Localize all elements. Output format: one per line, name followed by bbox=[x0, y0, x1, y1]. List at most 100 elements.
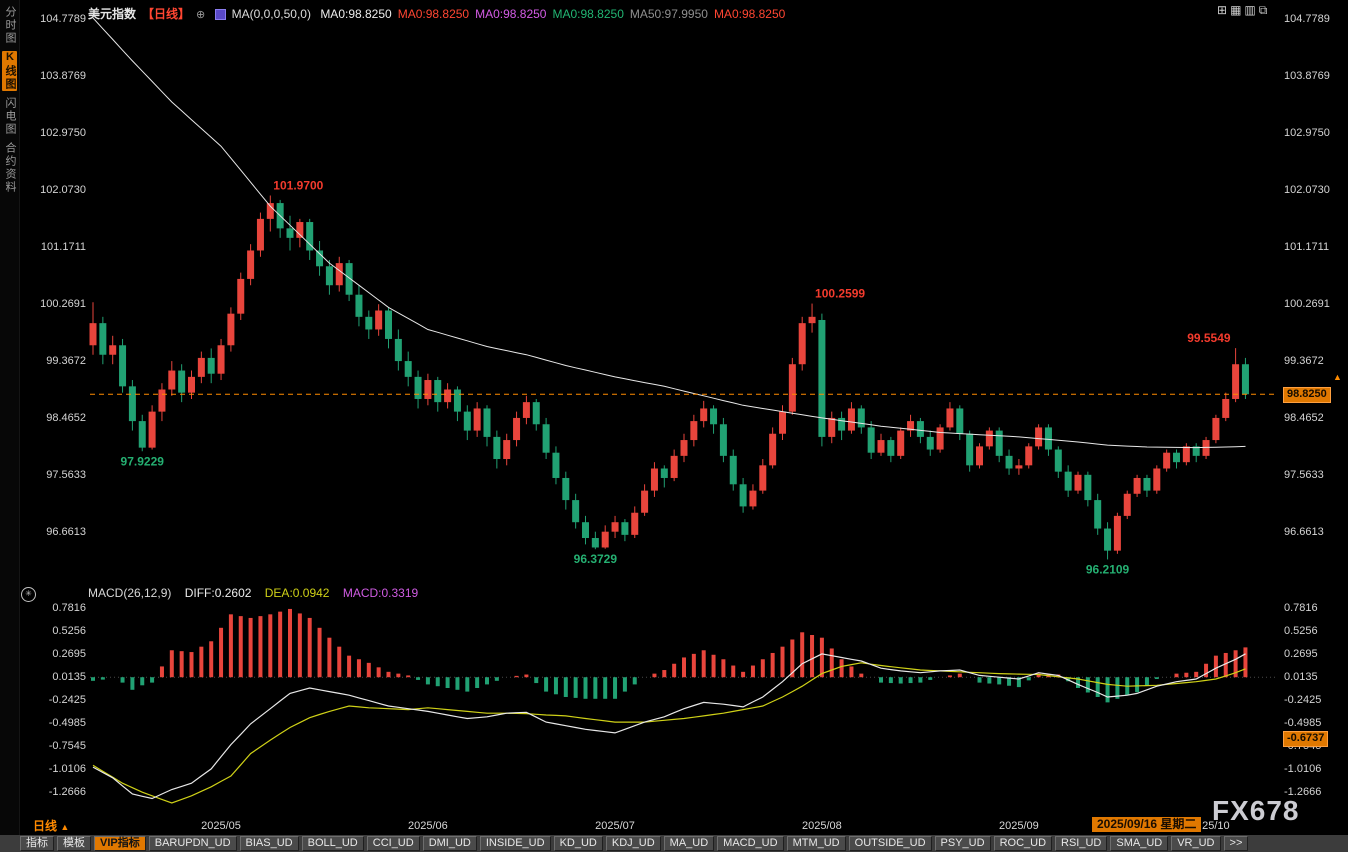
price-annotation: 96.3729 bbox=[574, 552, 618, 566]
macd-axis-label-right: 0.2695 bbox=[1284, 648, 1318, 660]
tab-boll[interactable]: BOLL_UD bbox=[301, 836, 364, 851]
macd-axis-label-left: 0.2695 bbox=[52, 648, 86, 660]
price-axis-label-right: 99.3672 bbox=[1284, 355, 1324, 367]
chart-header: 美元指数 【日线】 ⊕ MA(0,0,0,50,0) MA0:98.8250 MA0:… bbox=[88, 5, 797, 22]
tab-cci[interactable]: CCI_UD bbox=[366, 836, 420, 851]
macd-axis-label-left: -0.4985 bbox=[49, 717, 86, 729]
layout-cascade-icon[interactable]: ⧉ bbox=[1258, 3, 1268, 17]
price-axis-label-right: 101.1711 bbox=[1284, 241, 1329, 253]
price-annotation: 100.2599 bbox=[815, 287, 865, 301]
sidebar: 分时图 K线图闪电图合约资料 bbox=[0, 0, 20, 852]
price-axis-label-left: 102.0730 bbox=[40, 184, 86, 196]
date-axis-label: 2025/05 bbox=[201, 820, 241, 832]
macd-title: MACD(26,12,9) bbox=[88, 586, 172, 600]
tab-bias[interactable]: BIAS_UD bbox=[239, 836, 299, 851]
tab-vr[interactable]: VR_UD bbox=[1171, 836, 1221, 851]
macd-axis-label-right: 0.0135 bbox=[1284, 671, 1318, 683]
settings-glyph: ✳ bbox=[25, 589, 32, 598]
last-price-badge: 98.8250 bbox=[1283, 387, 1331, 404]
tab-macd[interactable]: MACD_UD bbox=[717, 836, 784, 851]
price-axis-label-right: 98.4652 bbox=[1284, 412, 1324, 424]
macd-axis-label-left: -1.2666 bbox=[49, 786, 86, 798]
price-annotation: 97.9229 bbox=[121, 454, 165, 468]
candlestick-series[interactable] bbox=[89, 195, 1249, 560]
dea-line bbox=[92, 662, 1246, 804]
price-annotation: 96.2109 bbox=[1086, 562, 1130, 576]
price-axis-label-left: 101.1711 bbox=[41, 241, 86, 253]
price-axis-label-left: 96.6613 bbox=[46, 526, 86, 538]
price-axis-label-right: 96.6613 bbox=[1284, 526, 1324, 538]
ma-value-label: MA0:98.8250 bbox=[320, 7, 392, 21]
tab-templates[interactable]: 模板 bbox=[57, 836, 91, 851]
tab-inside[interactable]: INSIDE_UD bbox=[479, 836, 551, 851]
macd-axis-badge: -0.6737 bbox=[1283, 730, 1329, 747]
sidebar-item-flash-chart[interactable]: 闪电图 bbox=[4, 97, 16, 136]
price-annotation: 99.5549 bbox=[1187, 331, 1231, 345]
sidebar-item-kline-chart[interactable]: K线图 bbox=[2, 51, 17, 91]
ma-value-label: MA0:98.8250 bbox=[713, 7, 786, 21]
macd-axis-label-left: -1.0106 bbox=[49, 763, 86, 775]
tab-indicators[interactable]: 指标 bbox=[20, 836, 54, 851]
ma-value-label: MA0:98.8250 bbox=[475, 7, 547, 21]
price-axis-label-right: 97.5633 bbox=[1284, 469, 1324, 481]
date-axis-label: 2025/06 bbox=[408, 820, 448, 832]
layout-columns-icon[interactable]: ▥ bbox=[1244, 3, 1256, 17]
macd-histogram bbox=[91, 608, 1248, 703]
macd-diff-value: DIFF:0.2602 bbox=[184, 586, 252, 600]
price-axis-label-left: 97.5633 bbox=[46, 469, 86, 481]
period-arrow-icon: ▲ bbox=[60, 822, 70, 832]
tab-kd[interactable]: KD_UD bbox=[553, 836, 603, 851]
tab-roc[interactable]: ROC_UD bbox=[993, 836, 1053, 851]
macd-axis-label-right: -0.4985 bbox=[1284, 717, 1321, 729]
macd-axis-label-left: -0.7545 bbox=[49, 740, 86, 752]
price-annotations: 101.9700 100.2599 99.5549 97.9229 96.3729 96.… bbox=[121, 179, 1231, 577]
axis-labels: 104.7789 104.7789 103.8769 103.8769 102.9750… bbox=[40, 13, 1330, 832]
sidebar-item-contract-info[interactable]: 合约资料 bbox=[4, 142, 16, 194]
macd-axis-label-left: 0.7816 bbox=[52, 602, 86, 614]
period-selector[interactable]: 日线 ▲ bbox=[33, 817, 69, 834]
date-axis-label: 2025/08 bbox=[802, 820, 842, 832]
tab-barupdn[interactable]: BARUPDN_UD bbox=[148, 836, 237, 851]
tab-more[interactable]: >> bbox=[1223, 836, 1249, 851]
symbol-title: 美元指数 bbox=[88, 7, 137, 21]
date-axis-label: 25/10 bbox=[1202, 820, 1230, 832]
price-axis-label-right: 102.0730 bbox=[1284, 184, 1330, 196]
macd-hist-value: MACD:0.3319 bbox=[342, 586, 419, 600]
ma-value-label: MA50:97.9950 bbox=[629, 7, 708, 21]
price-axis-label-left: 103.8769 bbox=[40, 70, 86, 82]
macd-header: MACD(26,12,9) DIFF:0.2602 DEA:0.0942 MAC… bbox=[88, 586, 428, 600]
tab-rsi[interactable]: RSI_UD bbox=[1055, 836, 1108, 851]
indicator-settings-icon[interactable]: ✳ bbox=[21, 587, 36, 602]
tab-outside[interactable]: OUTSIDE_UD bbox=[848, 836, 932, 851]
date-axis-label: 2025/09 bbox=[999, 820, 1039, 832]
price-axis-label-left: 102.9750 bbox=[40, 127, 86, 139]
macd-axis-label-right: -1.0106 bbox=[1284, 763, 1321, 775]
diff-line bbox=[92, 653, 1246, 800]
tab-sma[interactable]: SMA_UD bbox=[1110, 836, 1169, 851]
tab-vip-indicators[interactable]: VIP指标 bbox=[94, 836, 146, 851]
macd-axis-label-right: 0.5256 bbox=[1284, 625, 1318, 637]
price-axis-label-left: 104.7789 bbox=[40, 13, 86, 25]
ma50-line bbox=[92, 17, 1246, 449]
price-up-arrow-icon: ▲ bbox=[1333, 372, 1342, 383]
indicator-icon bbox=[214, 9, 226, 21]
period-tag[interactable]: 【日线】 bbox=[142, 7, 191, 21]
price-axis-label-right: 104.7789 bbox=[1284, 13, 1330, 25]
layout-rows-icon[interactable]: ▦ bbox=[1230, 3, 1242, 17]
tab-dmi[interactable]: DMI_UD bbox=[422, 836, 477, 851]
tab-kdj[interactable]: KDJ_UD bbox=[605, 836, 661, 851]
tab-ma[interactable]: MA_UD bbox=[663, 836, 715, 851]
sidebar-item-minute-chart[interactable]: 分时图 bbox=[4, 6, 16, 45]
tab-psy[interactable]: PSY_UD bbox=[934, 836, 991, 851]
add-indicator-icon[interactable]: ⊕ bbox=[196, 9, 206, 21]
tab-mtm[interactable]: MTM_UD bbox=[786, 836, 846, 851]
window-layout-icons: ⊞ ▦ ▥ ⧉ bbox=[1214, 3, 1267, 18]
macd-axis-label-right: -0.2425 bbox=[1284, 694, 1321, 706]
ma-value-label: MA0:98.8250 bbox=[552, 7, 624, 21]
layout-grid-icon[interactable]: ⊞ bbox=[1217, 3, 1228, 17]
macd-dea-value: DEA:0.0942 bbox=[264, 586, 330, 600]
macd-axis-label-left: 0.5256 bbox=[52, 625, 86, 637]
price-axis-label-right: 102.9750 bbox=[1284, 127, 1330, 139]
